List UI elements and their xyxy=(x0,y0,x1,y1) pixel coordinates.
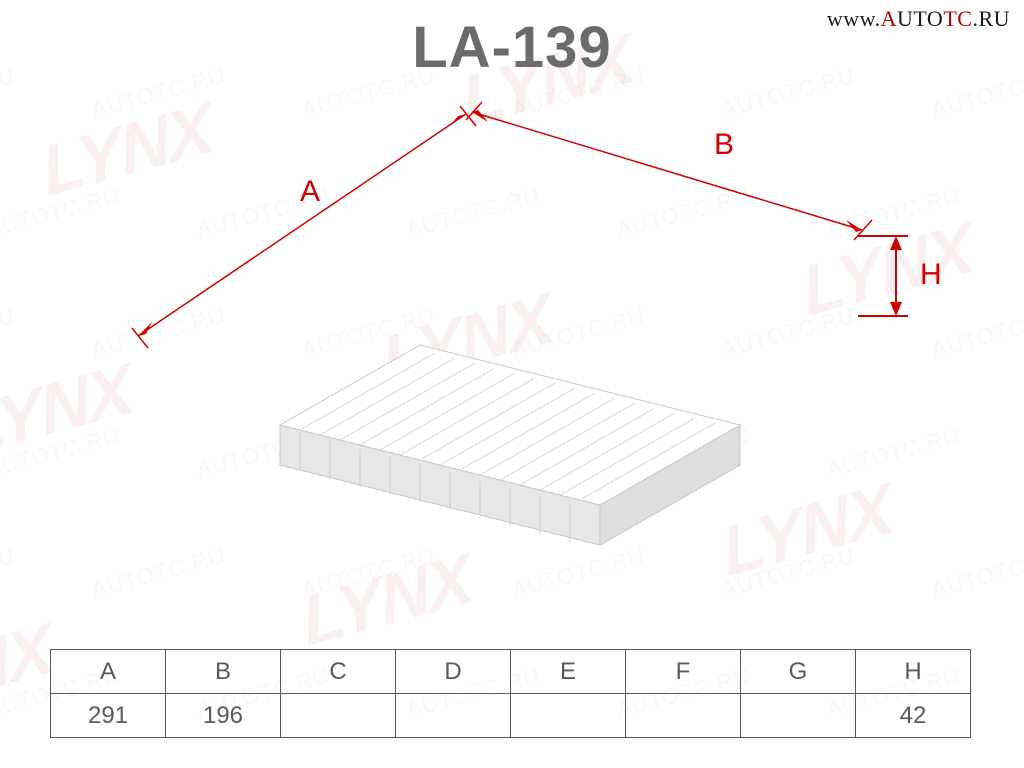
dim-b-line xyxy=(466,102,886,312)
cell-value: 42 xyxy=(856,694,971,738)
table-value-row: 291 196 42 xyxy=(51,694,971,738)
cell-value: 196 xyxy=(166,694,281,738)
col-header: G xyxy=(741,650,856,694)
watermark-text: AUTOTC.RU xyxy=(299,0,438,3)
cell-value xyxy=(281,694,396,738)
col-header: C xyxy=(281,650,396,694)
dim-a-label: A xyxy=(300,175,320,209)
col-header: D xyxy=(396,650,511,694)
url-part: TC xyxy=(943,6,972,31)
dim-h-label: H xyxy=(920,258,942,292)
table-header-row: A B C D E F G H xyxy=(51,650,971,694)
cell-value xyxy=(511,694,626,738)
col-header: B xyxy=(166,650,281,694)
cell-value xyxy=(626,694,741,738)
dim-h-arrow xyxy=(890,236,902,250)
watermark-text: AUTOTC.RU xyxy=(509,0,648,3)
url-part: www. xyxy=(827,6,881,31)
watermark-text: AUTOTC.RU xyxy=(929,0,1024,3)
col-header: E xyxy=(511,650,626,694)
dimension-diagram: A B H xyxy=(0,80,1024,640)
cell-value xyxy=(741,694,856,738)
watermark-text: AUTOTC.RU xyxy=(719,0,858,3)
dim-b-label: B xyxy=(714,128,734,162)
col-header: F xyxy=(626,650,741,694)
site-url: www.AUTOTC.RU xyxy=(827,6,1010,32)
watermark-text: AUTOTC.RU xyxy=(0,0,18,3)
url-part: UTO xyxy=(897,6,943,31)
url-part: .RU xyxy=(972,6,1010,31)
cell-value xyxy=(396,694,511,738)
spec-table: A B C D E F G H 291 196 42 xyxy=(50,649,971,738)
col-header: A xyxy=(51,650,166,694)
dim-h-arrow xyxy=(890,302,902,316)
cell-value: 291 xyxy=(51,694,166,738)
url-part: A xyxy=(881,6,897,31)
watermark-text: AUTOTC.RU xyxy=(89,0,228,3)
col-header: H xyxy=(856,650,971,694)
